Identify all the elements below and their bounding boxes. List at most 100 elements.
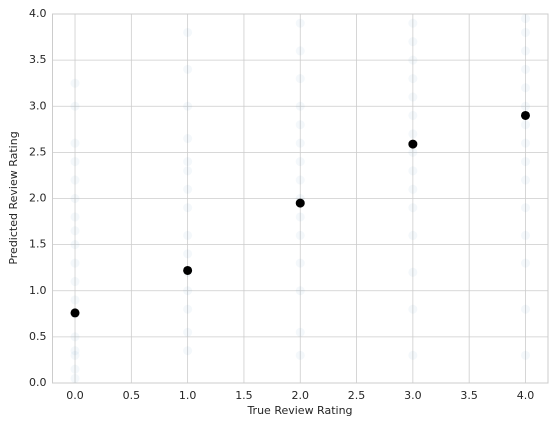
point	[520, 64, 530, 74]
point	[408, 350, 418, 360]
point	[520, 110, 530, 120]
point	[295, 101, 305, 111]
point	[520, 46, 530, 56]
point	[408, 304, 418, 314]
x-tick-label: 3.0	[404, 389, 422, 402]
point	[408, 92, 418, 102]
point	[183, 184, 193, 194]
x-tick-label: 4.0	[517, 389, 535, 402]
point	[520, 230, 530, 240]
point	[183, 304, 193, 314]
point	[70, 78, 80, 88]
point	[408, 166, 418, 176]
y-tick-label: 1.5	[29, 238, 47, 251]
point	[70, 277, 80, 287]
point	[70, 364, 80, 374]
point	[295, 18, 305, 28]
point	[70, 101, 80, 111]
point	[70, 350, 80, 360]
point	[408, 55, 418, 65]
point	[183, 64, 193, 74]
point	[295, 138, 305, 148]
x-tick-label: 1.0	[179, 389, 197, 402]
x-tick-label: 2.0	[292, 389, 310, 402]
point	[295, 46, 305, 56]
y-tick-label: 4.0	[29, 7, 47, 20]
point	[70, 226, 80, 236]
y-tick-label: 0.5	[29, 330, 47, 343]
point	[408, 18, 418, 28]
point	[520, 258, 530, 268]
point	[408, 203, 418, 213]
y-tick-label: 3.0	[29, 99, 47, 112]
point	[520, 203, 530, 213]
point	[520, 101, 530, 111]
point	[183, 166, 193, 176]
y-tick-label: 3.5	[29, 53, 47, 66]
y-tick-label: 0.0	[29, 376, 47, 389]
point	[183, 27, 193, 37]
point	[183, 265, 193, 275]
point	[70, 194, 80, 203]
point	[520, 304, 530, 314]
y-tick-label: 2.0	[29, 192, 47, 205]
point	[295, 198, 305, 208]
point	[183, 346, 193, 356]
point	[183, 249, 193, 259]
point	[520, 120, 530, 130]
y-axis-label: Predicted Review Rating	[7, 131, 20, 264]
point	[295, 74, 305, 84]
point	[295, 120, 305, 130]
point	[408, 139, 418, 149]
point	[183, 101, 193, 111]
point	[520, 138, 530, 148]
y-tick-label: 2.5	[29, 145, 47, 158]
point	[408, 37, 418, 47]
plot-frame	[52, 13, 549, 384]
point	[520, 157, 530, 167]
point	[408, 267, 418, 277]
point	[183, 286, 193, 296]
point	[70, 212, 80, 222]
point	[295, 230, 305, 240]
point	[183, 230, 193, 240]
point	[408, 74, 418, 84]
point	[70, 138, 80, 148]
point	[70, 346, 80, 356]
point	[70, 157, 80, 167]
point	[70, 175, 80, 185]
point	[520, 27, 530, 37]
point	[408, 129, 418, 139]
point	[183, 157, 193, 167]
point	[408, 230, 418, 240]
point	[295, 327, 305, 337]
x-axis-label: True Review Rating	[246, 404, 352, 417]
x-tick-label: 0.0	[66, 389, 84, 402]
point	[295, 212, 305, 222]
point	[70, 295, 80, 305]
point	[183, 203, 193, 213]
point	[70, 240, 80, 250]
point	[408, 184, 418, 194]
x-tick-label: 3.5	[460, 389, 478, 402]
point	[295, 157, 305, 167]
point	[520, 350, 530, 360]
point	[183, 134, 193, 144]
point	[295, 286, 305, 296]
point	[70, 308, 80, 318]
point	[295, 258, 305, 268]
point	[70, 373, 80, 383]
y-tick-label: 1.0	[29, 284, 47, 297]
point	[70, 258, 80, 268]
point	[520, 14, 530, 24]
x-tick-label: 0.5	[123, 389, 141, 402]
point	[70, 332, 80, 342]
point	[295, 350, 305, 360]
x-tick-label: 2.5	[348, 389, 366, 402]
point	[295, 175, 305, 185]
point	[520, 175, 530, 185]
point	[408, 147, 418, 157]
point	[520, 83, 530, 93]
point	[183, 327, 193, 337]
